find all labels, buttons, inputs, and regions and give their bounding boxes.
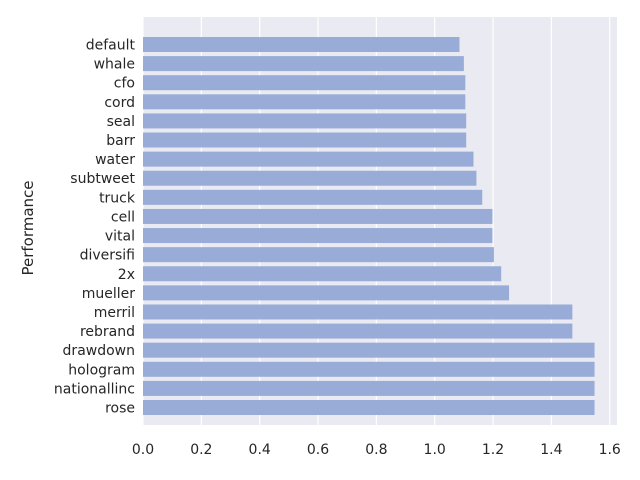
bar-rebrand	[143, 323, 573, 339]
bar-rose	[143, 400, 595, 415]
x-tick-label: 1.4	[540, 442, 562, 458]
category-label: merril	[94, 305, 135, 321]
category-label: 2x	[118, 267, 135, 283]
category-label: truck	[99, 190, 136, 206]
category-label: subtweet	[70, 171, 135, 187]
y-axis-title: Performance	[19, 180, 37, 275]
category-label: water	[95, 152, 135, 168]
bar-cell	[143, 208, 493, 224]
bar-diversifi	[143, 247, 494, 263]
bar-cfo	[143, 75, 466, 91]
bar-default	[143, 37, 460, 52]
bar-subtweet	[143, 170, 477, 186]
category-label: nationallinc	[54, 381, 135, 397]
bar-mueller	[143, 285, 510, 301]
x-tick-label: 0.6	[307, 442, 329, 458]
category-label: diversifi	[80, 248, 135, 264]
category-label: whale	[94, 57, 135, 73]
x-tick-label: 0.2	[190, 442, 212, 458]
x-tick-label: 0.8	[365, 442, 387, 458]
bar-truck	[143, 189, 483, 205]
bar-water	[143, 151, 474, 167]
x-tick-label: 0.4	[249, 442, 271, 458]
bar-seal	[143, 113, 467, 129]
bar-barr	[143, 132, 467, 148]
category-label: cfo	[114, 76, 135, 92]
x-tick-label: 1.0	[424, 442, 446, 458]
category-label: seal	[107, 114, 135, 130]
category-label: drawdown	[63, 343, 135, 359]
x-tick-label: 1.2	[482, 442, 504, 458]
bar-cord	[143, 94, 466, 110]
category-label: default	[86, 38, 136, 54]
category-label: vital	[105, 229, 135, 245]
category-label: hologram	[68, 362, 135, 378]
category-label: barr	[106, 133, 135, 149]
category-label: rose	[105, 401, 135, 417]
x-tick-label: 1.6	[599, 442, 621, 458]
bar-whale	[143, 56, 464, 72]
bar-vital	[143, 228, 493, 244]
bar-hologram	[143, 361, 595, 377]
bar-merril	[143, 304, 573, 320]
bar-drawdown	[143, 342, 595, 358]
bar-2x	[143, 266, 502, 282]
bars	[143, 37, 595, 415]
category-label: mueller	[82, 286, 136, 302]
x-tick-labels: 0.0 0.2 0.4 0.6 0.8 1.0 1.2 1.4 1.6	[132, 442, 621, 458]
category-label: cord	[104, 95, 135, 111]
category-labels: default whale cfo cord seal barr water subtweet…	[54, 38, 136, 417]
x-tick-label: 0.0	[132, 442, 154, 458]
bar-nationallinc	[143, 380, 595, 396]
category-label: cell	[111, 209, 135, 225]
category-label: rebrand	[80, 324, 135, 340]
